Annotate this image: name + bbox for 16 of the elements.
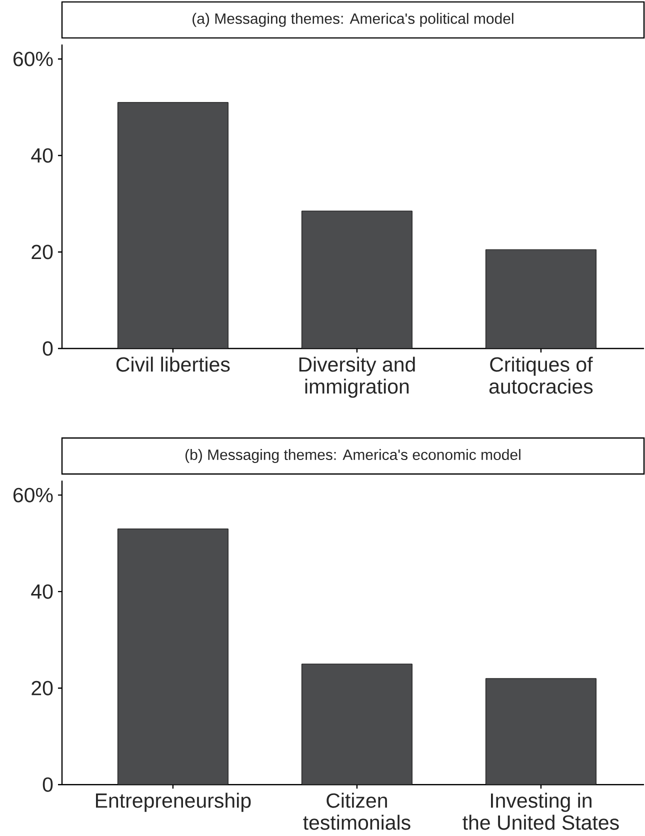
- chart-title: (b) Messaging themes: America's economic model: [185, 449, 520, 464]
- x-tick-label: Entrepreneurship: [96, 792, 251, 812]
- y-tick-label: 60%: [13, 488, 53, 502]
- y-tick-label: 0: [42, 777, 53, 792]
- y-tick-label: 40: [31, 148, 53, 163]
- x-tick-label: Civil liberties: [116, 356, 230, 372]
- y-tick-label: 20: [32, 244, 53, 260]
- y-tick-label: 40: [31, 584, 53, 599]
- y-tick-label: 0: [42, 341, 53, 356]
- chart-title: (a) Messaging themes: America's political model: [192, 12, 514, 27]
- x-tick-label: Diversity and immigration: [299, 356, 415, 398]
- x-tick-label: Citizen testimonials: [303, 792, 410, 830]
- x-tick-label: Investing in the United States: [462, 792, 619, 830]
- y-tick-label: 20: [32, 680, 53, 696]
- y-tick-label: 60%: [13, 52, 53, 66]
- x-tick-label: Critiques of autocracies: [489, 356, 593, 394]
